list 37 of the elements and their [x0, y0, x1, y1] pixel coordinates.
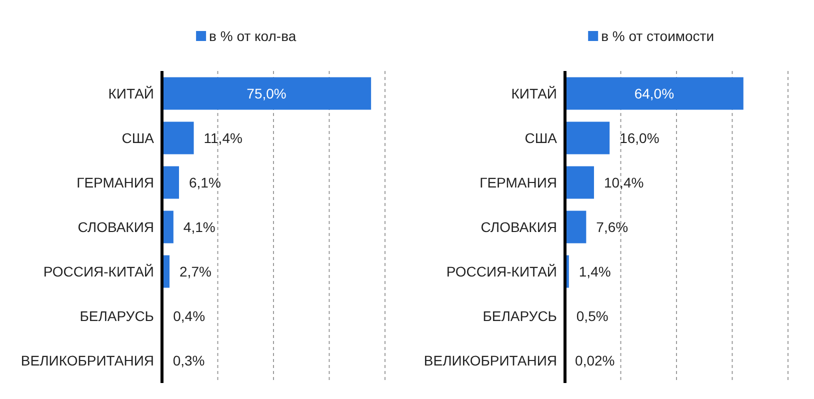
bar — [162, 77, 372, 110]
bar — [565, 77, 744, 110]
bar — [162, 166, 180, 199]
y-tick-label: ГЕРМАНИЯ — [480, 174, 557, 190]
y-tick-label: КИТАЙ — [108, 85, 154, 102]
data-label: 6,1% — [189, 174, 221, 190]
y-tick-label: БЕЛАРУСЬ — [482, 308, 557, 324]
legend-label: в % от стоимости — [601, 28, 714, 44]
y-tick-label: ВЕЛИКОБРИТАНИЯ — [424, 352, 557, 368]
bar — [565, 210, 586, 244]
bar — [565, 166, 594, 199]
y-tick-label: РОССИЯ-КИТАЙ — [43, 263, 154, 280]
bar — [565, 122, 610, 154]
data-label: 16,0% — [620, 130, 660, 146]
y-tick-label: США — [122, 130, 155, 146]
data-label: 7,6% — [596, 218, 628, 235]
y-tick-label: ВЕЛИКОБРИТАНИЯ — [20, 352, 154, 368]
data-label: 0,02% — [575, 352, 615, 368]
y-tick-label: ГЕРМАНИЯ — [76, 174, 154, 190]
data-label: 75,0% — [246, 85, 286, 102]
bar — [162, 122, 194, 154]
data-label: 0,5% — [576, 308, 608, 324]
data-label: 2,7% — [180, 263, 212, 280]
legend-label: в % от кол-ва — [209, 28, 296, 44]
data-label: 0,3% — [172, 352, 205, 368]
data-label: 11,4% — [204, 130, 242, 146]
data-label: 4,1% — [183, 218, 216, 235]
y-tick-label: СЛОВАКИЯ — [480, 218, 557, 235]
y-tick-label: РОССИЯ-КИТАЙ — [446, 263, 557, 280]
data-label: 64,0% — [634, 85, 674, 102]
data-label: 0,4% — [173, 308, 206, 324]
y-tick-label: КИТАЙ — [511, 85, 557, 102]
y-tick-label: БЕЛАРУСЬ — [80, 308, 154, 324]
y-tick-label: СЛОВАКИЯ — [78, 218, 154, 235]
data-label: 10,4% — [604, 174, 644, 190]
data-label: 1,4% — [578, 263, 611, 280]
y-tick-label: США — [524, 130, 558, 146]
